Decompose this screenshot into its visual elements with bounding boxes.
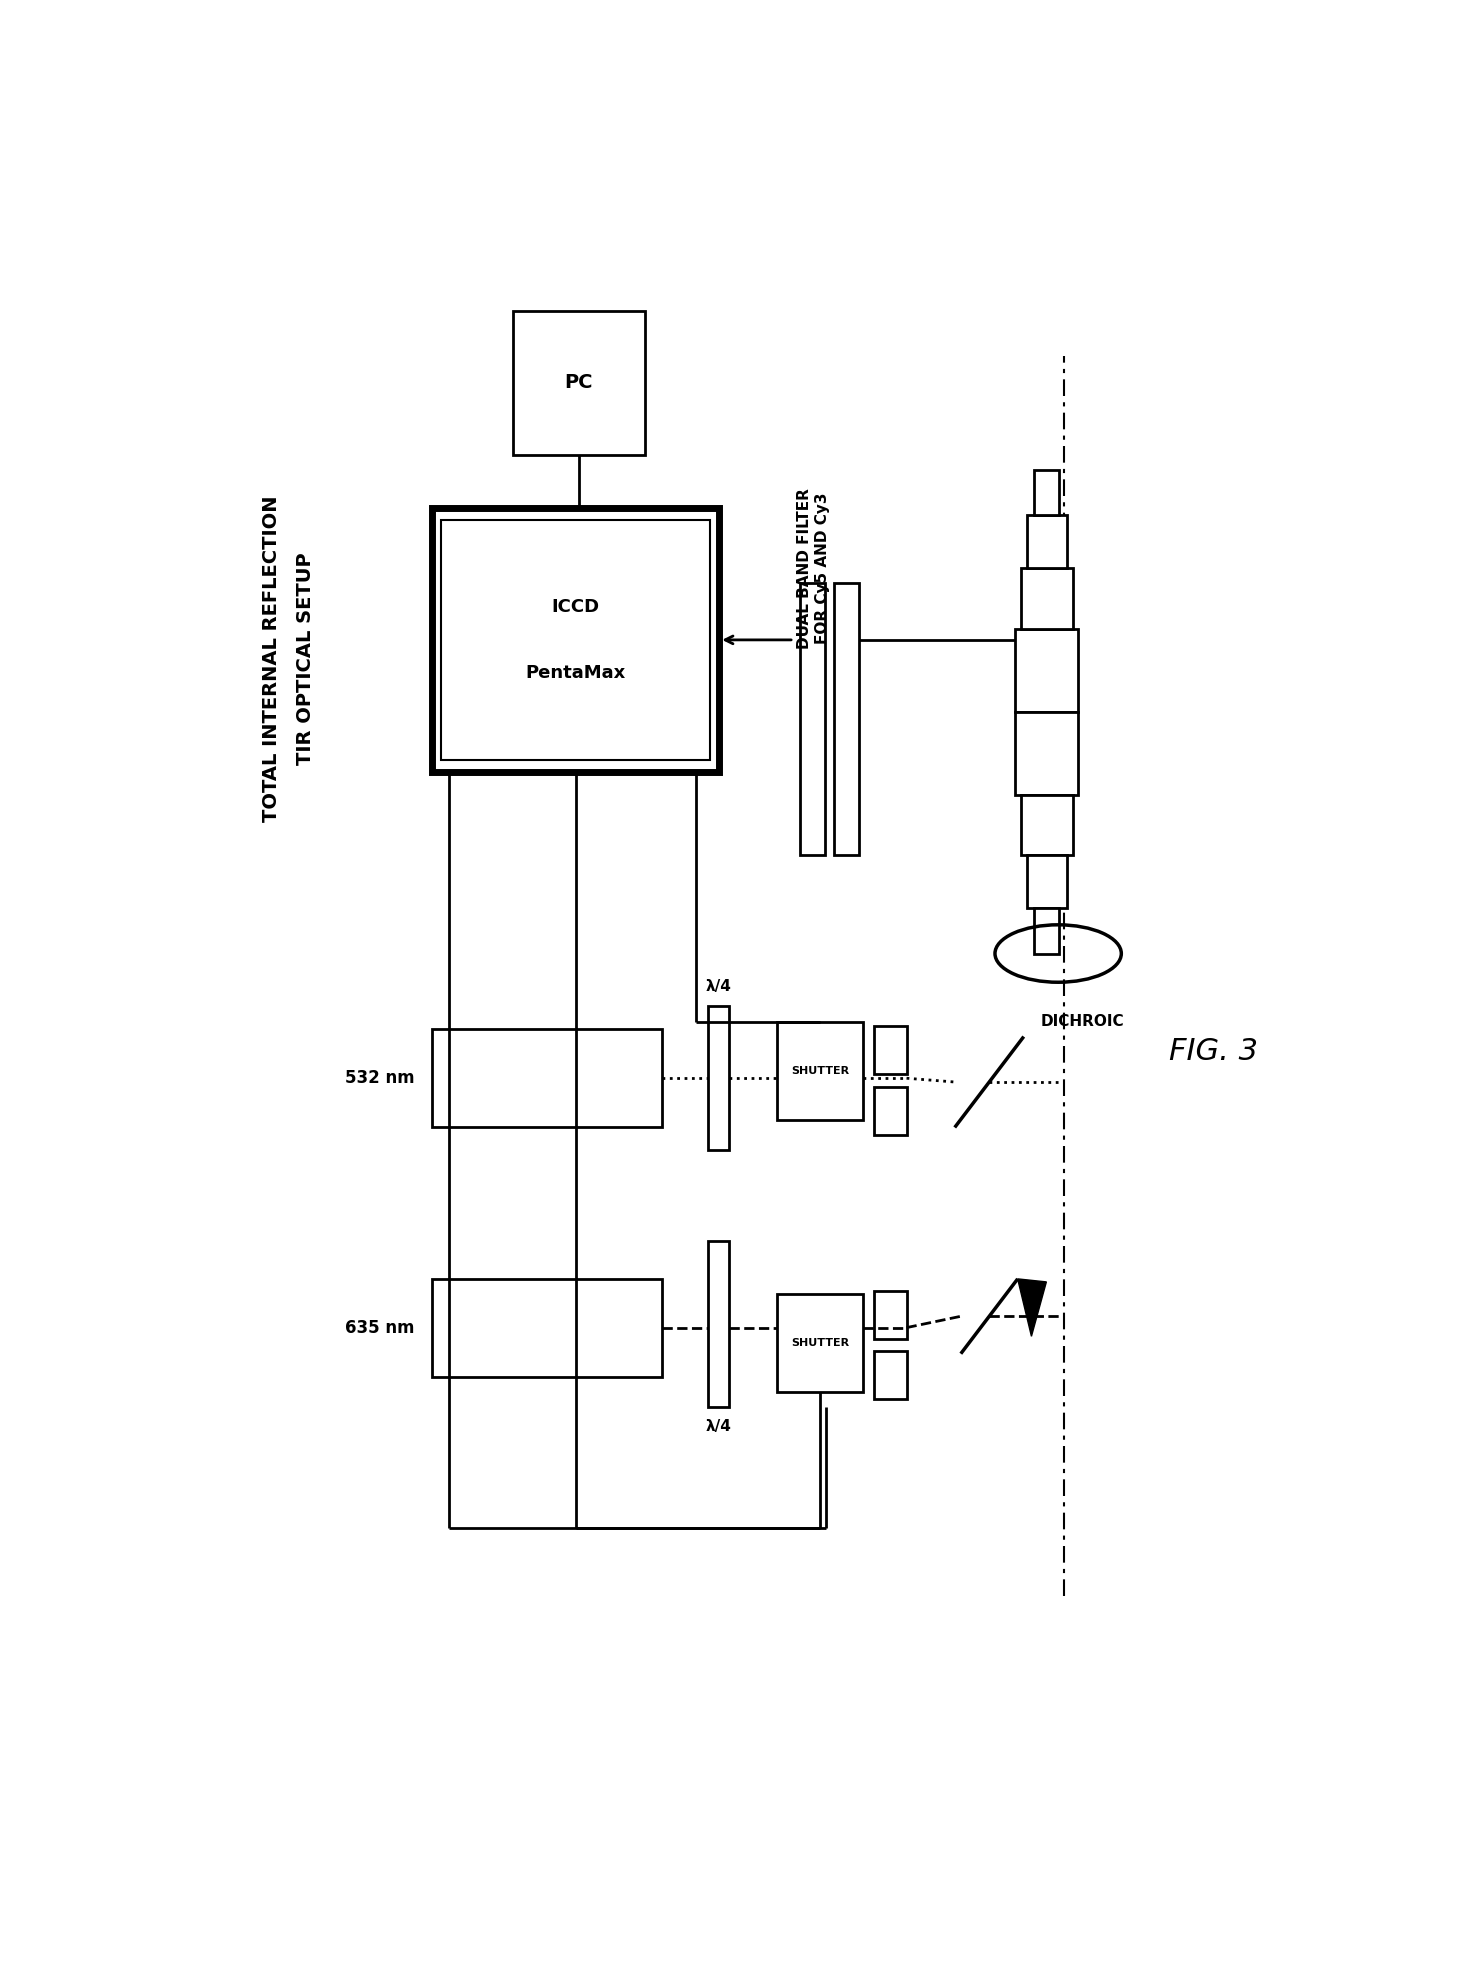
- Text: TOTAL INTERNAL REFLECTION: TOTAL INTERNAL REFLECTION: [262, 495, 282, 822]
- Text: SHUTTER: SHUTTER: [791, 1066, 849, 1076]
- Text: DUAL BAND FILTER
FOR Cy5 AND Cy3: DUAL BAND FILTER FOR Cy5 AND Cy3: [797, 487, 830, 648]
- Bar: [433, 508, 719, 771]
- Text: ICCD: ICCD: [551, 597, 600, 616]
- Text: TIR OPTICAL SETUP: TIR OPTICAL SETUP: [296, 552, 316, 766]
- Bar: [442, 520, 710, 760]
- Bar: [1021, 567, 1073, 628]
- Bar: [513, 310, 645, 455]
- Bar: [433, 1278, 662, 1376]
- Text: 635 nm: 635 nm: [345, 1319, 415, 1337]
- Bar: [433, 1029, 662, 1127]
- Bar: [708, 1007, 729, 1150]
- Bar: [1015, 628, 1079, 713]
- Bar: [874, 1088, 907, 1135]
- Text: λ/4: λ/4: [705, 1419, 731, 1435]
- Text: 532 nm: 532 nm: [345, 1070, 415, 1088]
- Bar: [708, 1241, 729, 1407]
- Bar: [777, 1021, 863, 1119]
- Polygon shape: [1018, 1278, 1046, 1337]
- Bar: [834, 583, 860, 856]
- Text: λ/4: λ/4: [705, 980, 731, 995]
- Bar: [777, 1294, 863, 1392]
- Text: PentaMax: PentaMax: [526, 663, 625, 681]
- Bar: [1027, 856, 1067, 909]
- Text: PC: PC: [565, 373, 593, 393]
- Text: DICHROIC: DICHROIC: [1040, 1015, 1125, 1029]
- Bar: [874, 1351, 907, 1400]
- Text: SHUTTER: SHUTTER: [791, 1337, 849, 1349]
- Bar: [1034, 469, 1060, 514]
- Text: FIG. 3: FIG. 3: [1169, 1036, 1258, 1066]
- Bar: [800, 583, 825, 856]
- Bar: [1034, 909, 1060, 954]
- Bar: [874, 1027, 907, 1074]
- Bar: [1015, 713, 1079, 795]
- Bar: [1027, 514, 1067, 567]
- Bar: [1021, 795, 1073, 856]
- Bar: [874, 1290, 907, 1339]
